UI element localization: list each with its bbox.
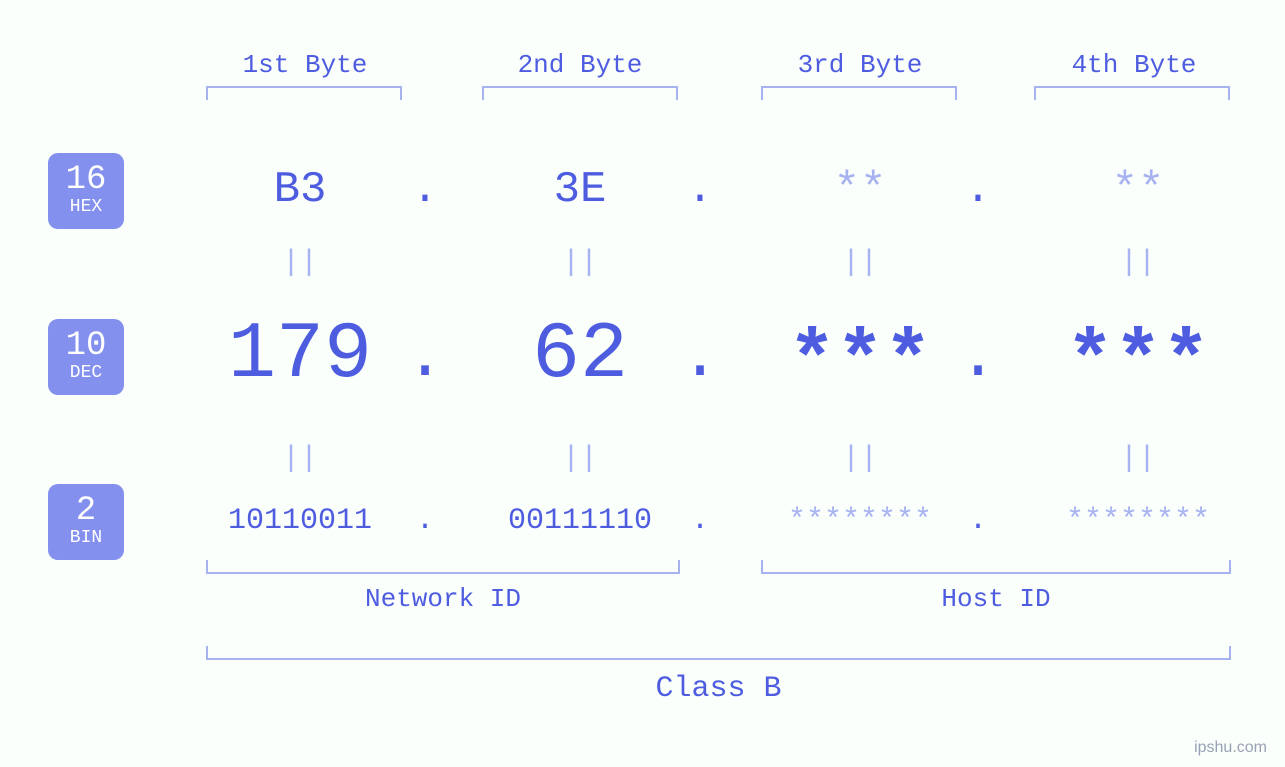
dec-dot-2: .	[680, 320, 720, 395]
watermark: ipshu.com	[1194, 739, 1267, 757]
hex-byte-1: B3	[185, 165, 415, 215]
byte-header-2: 2nd Byte	[460, 50, 700, 80]
bin-dot-1: .	[405, 504, 445, 538]
badge-dec: 10 DEC	[48, 319, 124, 395]
bin-dot-2: .	[680, 504, 720, 538]
eq-2-1: ||	[185, 442, 415, 476]
top-bracket-3	[761, 86, 957, 100]
bracket-network	[206, 560, 680, 574]
byte-header-4: 4th Byte	[1014, 50, 1254, 80]
bin-byte-3: ********	[725, 504, 995, 538]
hex-dot-1: .	[405, 165, 445, 215]
label-host: Host ID	[761, 584, 1231, 614]
hex-byte-3: **	[745, 165, 975, 215]
badge-hex: 16 HEX	[48, 153, 124, 229]
badge-bin-base: 2	[76, 494, 96, 528]
bin-dot-3: .	[958, 504, 998, 538]
bin-byte-4: ********	[1003, 504, 1273, 538]
hex-dot-2: .	[680, 165, 720, 215]
dec-dot-3: .	[958, 320, 998, 395]
eq-1-4: ||	[1023, 246, 1253, 280]
badge-dec-base: 10	[66, 329, 107, 363]
dec-dot-1: .	[405, 320, 445, 395]
eq-1-3: ||	[745, 246, 975, 280]
dec-byte-4: ***	[1013, 318, 1263, 409]
badge-bin: 2 BIN	[48, 484, 124, 560]
dec-byte-1: 179	[175, 310, 425, 401]
badge-dec-label: DEC	[70, 363, 102, 385]
byte-header-1: 1st Byte	[185, 50, 425, 80]
byte-header-3: 3rd Byte	[740, 50, 980, 80]
top-bracket-2	[482, 86, 678, 100]
label-class: Class B	[206, 672, 1231, 706]
bin-byte-1: 10110011	[165, 504, 435, 538]
badge-hex-label: HEX	[70, 197, 102, 219]
bracket-class	[206, 646, 1231, 660]
hex-byte-2: 3E	[465, 165, 695, 215]
hex-dot-3: .	[958, 165, 998, 215]
bin-byte-2: 00111110	[445, 504, 715, 538]
eq-1-2: ||	[465, 246, 695, 280]
badge-hex-base: 16	[66, 163, 107, 197]
eq-1-1: ||	[185, 246, 415, 280]
top-bracket-4	[1034, 86, 1230, 100]
eq-2-2: ||	[465, 442, 695, 476]
bracket-host	[761, 560, 1231, 574]
dec-byte-3: ***	[735, 318, 985, 409]
top-bracket-1	[206, 86, 402, 100]
label-network: Network ID	[206, 584, 680, 614]
hex-byte-4: **	[1023, 165, 1253, 215]
dec-byte-2: 62	[455, 310, 705, 401]
badge-bin-label: BIN	[70, 528, 102, 550]
eq-2-4: ||	[1023, 442, 1253, 476]
eq-2-3: ||	[745, 442, 975, 476]
